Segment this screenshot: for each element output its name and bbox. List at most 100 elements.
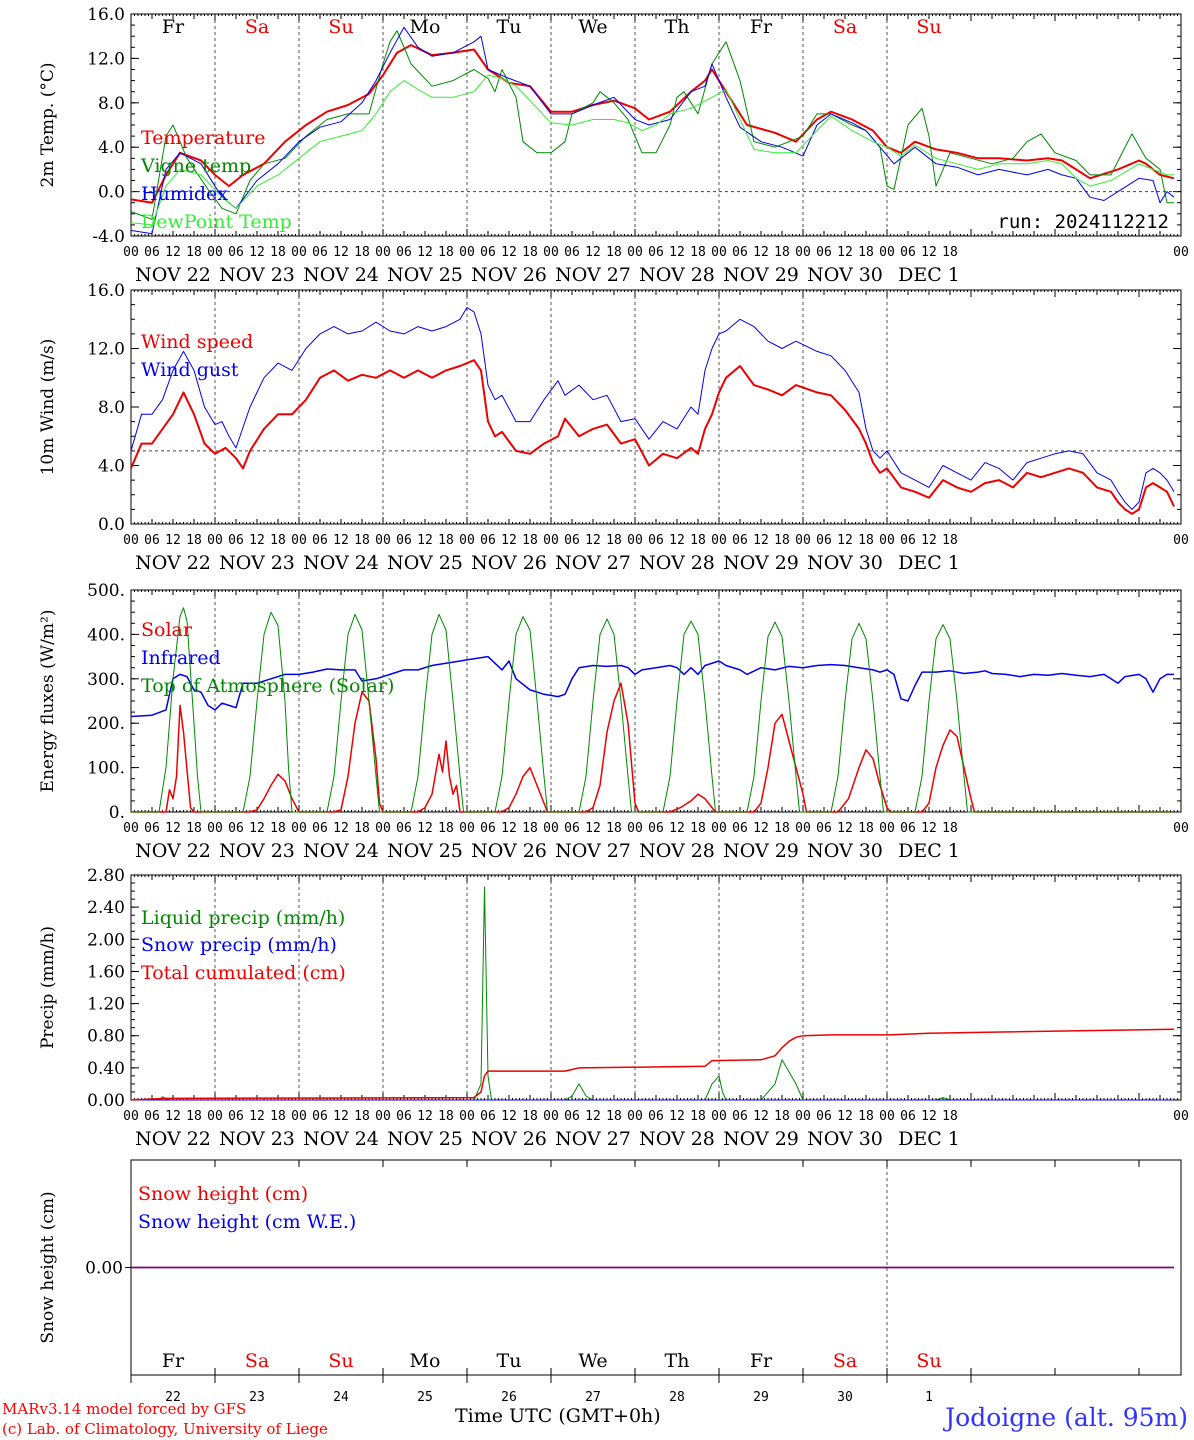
weekday-label: Fr bbox=[750, 16, 773, 38]
series-line bbox=[130, 655, 1174, 718]
y-tick-label: 200. bbox=[87, 714, 125, 734]
hour-tick-label: 00 bbox=[795, 821, 811, 836]
y-tick-label: 0.40 bbox=[87, 1059, 125, 1079]
day-number-label: 26 bbox=[501, 1390, 517, 1405]
date-label: NOV 25 bbox=[387, 1128, 463, 1150]
hour-tick-label: 18 bbox=[942, 533, 958, 548]
hour-tick-label: 00 bbox=[627, 821, 643, 836]
hour-tick-label: 12 bbox=[753, 1109, 769, 1124]
date-label: NOV 24 bbox=[303, 840, 379, 862]
hour-tick-label: 18 bbox=[354, 533, 370, 548]
y-tick-label: 500. bbox=[87, 581, 125, 601]
hour-tick-label: 12 bbox=[333, 245, 349, 260]
hour-tick-label: 00 bbox=[711, 533, 727, 548]
weekday-label: Mo bbox=[410, 1350, 441, 1372]
y-tick-label: 4.0 bbox=[98, 457, 125, 477]
hour-tick-label: 12 bbox=[669, 1109, 685, 1124]
date-label: NOV 23 bbox=[219, 840, 295, 862]
hour-tick-label: 06 bbox=[480, 1109, 496, 1124]
day-number-label: 23 bbox=[249, 1390, 265, 1405]
hour-tick-label: 00 bbox=[207, 821, 223, 836]
legend-entry: Temperature bbox=[141, 127, 265, 149]
legend-entry: Vigne temp bbox=[140, 155, 251, 177]
y-axis-title: 2m Temp. (°C) bbox=[38, 62, 58, 187]
date-label: NOV 25 bbox=[387, 840, 463, 862]
hour-tick-label: 00 bbox=[543, 245, 559, 260]
date-label: DEC 1 bbox=[898, 552, 960, 574]
series-line bbox=[130, 307, 1175, 510]
hour-tick-label: 06 bbox=[732, 1109, 748, 1124]
hour-tick-label: 12 bbox=[837, 533, 853, 548]
hour-tick-label: 00 bbox=[543, 1109, 559, 1124]
hour-tick-label: 06 bbox=[228, 821, 244, 836]
hour-tick-label: 12 bbox=[753, 821, 769, 836]
hour-tick-label: 00 bbox=[627, 533, 643, 548]
y-axis-title: Snow height (cm) bbox=[38, 1191, 58, 1343]
hour-tick-label: 18 bbox=[942, 245, 958, 260]
hour-tick-label: 00 bbox=[291, 821, 307, 836]
y-tick-label: -4.0 bbox=[92, 227, 125, 247]
series-line bbox=[130, 1028, 1175, 1101]
hour-tick-label: 06 bbox=[648, 1109, 664, 1124]
legend-entry: Top of Atmosphere (Solar) bbox=[141, 675, 394, 697]
y-tick-label: 1.20 bbox=[87, 995, 125, 1015]
date-label: NOV 30 bbox=[807, 1128, 883, 1150]
hour-tick-label: 18 bbox=[858, 245, 874, 260]
weekday-label: Tu bbox=[497, 16, 522, 38]
weekday-label: Fr bbox=[162, 16, 185, 38]
hour-tick-label: 06 bbox=[816, 821, 832, 836]
y-axis-title: Energy fluxes (W/m²) bbox=[38, 610, 58, 793]
hour-tick-label: 12 bbox=[249, 245, 265, 260]
y-tick-label: 2.80 bbox=[87, 866, 125, 886]
y-tick-label: 0.80 bbox=[87, 1027, 125, 1047]
hour-tick-label: 18 bbox=[774, 245, 790, 260]
station-name: Jodoigne (alt. 95m) bbox=[945, 1403, 1188, 1432]
hour-tick-label: 00 bbox=[207, 1109, 223, 1124]
hour-tick-label: 18 bbox=[858, 821, 874, 836]
legend-entry: Liquid precip (mm/h) bbox=[141, 907, 345, 929]
y-tick-label: 300. bbox=[87, 670, 125, 690]
y-tick-label: 2.40 bbox=[87, 898, 125, 918]
hour-tick-label: 18 bbox=[354, 245, 370, 260]
hour-tick-label: 06 bbox=[312, 533, 328, 548]
hour-tick-label: 06 bbox=[648, 245, 664, 260]
weekday-label: Th bbox=[665, 16, 690, 38]
hour-tick-label: 18 bbox=[858, 533, 874, 548]
legend-entry: Snow precip (mm/h) bbox=[141, 934, 337, 956]
date-label: NOV 28 bbox=[639, 264, 715, 286]
hour-tick-label: 06 bbox=[480, 821, 496, 836]
legend-entry: Wind speed bbox=[141, 331, 253, 353]
date-label: NOV 25 bbox=[387, 552, 463, 574]
date-label: NOV 27 bbox=[555, 1128, 631, 1150]
hour-tick-label: 00 bbox=[123, 245, 139, 260]
hour-tick-label: 18 bbox=[690, 533, 706, 548]
hour-tick-label: 06 bbox=[648, 533, 664, 548]
hour-tick-label: 00 bbox=[795, 533, 811, 548]
lab-credit: (c) Lab. of Climatology, University of L… bbox=[2, 1420, 328, 1438]
hour-tick-label: 06 bbox=[228, 1109, 244, 1124]
hour-tick-label: 12 bbox=[165, 245, 181, 260]
hour-tick-label: 06 bbox=[480, 245, 496, 260]
hour-tick-label: 00 bbox=[459, 821, 475, 836]
series-line bbox=[130, 30, 1174, 220]
date-label: NOV 30 bbox=[807, 552, 883, 574]
hour-tick-label: 06 bbox=[228, 245, 244, 260]
hour-tick-label: 18 bbox=[522, 821, 538, 836]
hour-tick-label: 12 bbox=[165, 533, 181, 548]
hour-tick-label: 12 bbox=[417, 245, 433, 260]
hour-tick-label: 06 bbox=[396, 533, 412, 548]
date-label: NOV 26 bbox=[471, 552, 547, 574]
day-number-label: 25 bbox=[417, 1390, 433, 1405]
series-line bbox=[130, 26, 1175, 235]
y-tick-label: 12.0 bbox=[87, 49, 125, 69]
weekday-label: Sa bbox=[245, 1350, 269, 1372]
hour-tick-label: 00 bbox=[1173, 821, 1189, 836]
hour-tick-label: 12 bbox=[501, 245, 517, 260]
hour-tick-label: 00 bbox=[291, 1109, 307, 1124]
date-label: NOV 27 bbox=[555, 264, 631, 286]
hour-tick-label: 12 bbox=[753, 245, 769, 260]
hour-tick-label: 06 bbox=[144, 533, 160, 548]
hour-tick-label: 12 bbox=[921, 245, 937, 260]
hour-tick-label: 12 bbox=[333, 1109, 349, 1124]
hour-tick-label: 00 bbox=[459, 245, 475, 260]
